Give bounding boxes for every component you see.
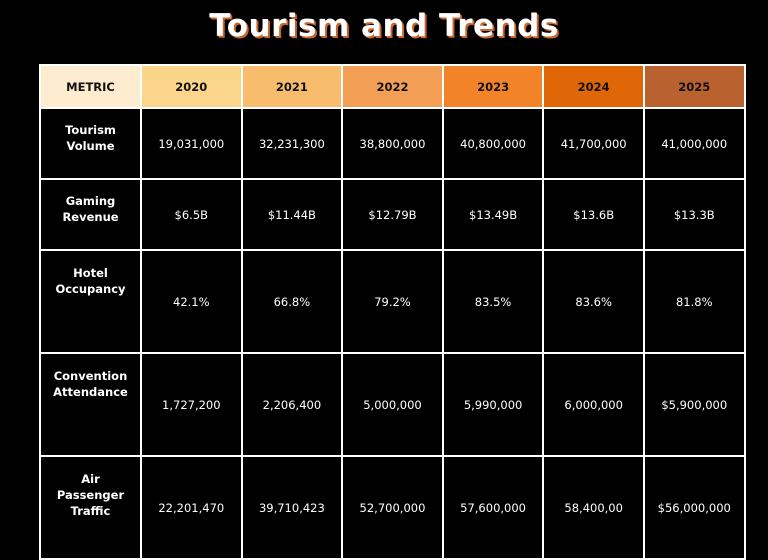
table-row: Convention Attendance 1,727,200 2,206,40… [39, 352, 746, 457]
table-cell: $13.49B [441, 178, 545, 251]
table-cell: 66.8% [240, 249, 344, 354]
table-cell: 41,700,000 [542, 107, 645, 180]
metric-label: Tourism Volume [39, 107, 142, 180]
table-cell: 79.2% [341, 249, 444, 354]
table-cell: 83.5% [441, 249, 545, 354]
table-cell: 6,000,000 [542, 352, 645, 457]
table-cell: $13.6B [542, 178, 645, 251]
table-cell: $13.3B [642, 178, 746, 251]
table-cell: 41,000,000 [642, 107, 746, 180]
table-cell: 22,201,470 [140, 455, 243, 560]
table-cell: $56,000,000 [642, 455, 746, 560]
metric-label: Hotel Occupancy [39, 249, 142, 354]
table-row: Air Passenger Traffic 22,201,470 39,710,… [39, 455, 746, 560]
table-cell: 5,000,000 [341, 352, 444, 457]
table-cell: 42.1% [140, 249, 243, 354]
table-cell: 19,031,000 [140, 107, 243, 180]
table-cell: 38,800,000 [341, 107, 444, 180]
metric-label: Air Passenger Traffic [39, 455, 142, 560]
metric-label-text: Gaming Revenue [62, 194, 119, 224]
header-metric: METRIC [39, 64, 142, 109]
table-row: Tourism Volume 19,031,000 32,231,300 38,… [39, 107, 746, 180]
table-cell: 32,231,300 [240, 107, 344, 180]
table-cell: $11.44B [240, 178, 344, 251]
table-cell: 39,710,423 [240, 455, 344, 560]
metric-label-text: Air Passenger Traffic [56, 472, 125, 518]
metric-label: Convention Attendance [39, 352, 142, 457]
table-cell: 2,206,400 [240, 352, 344, 457]
table-cell: 1,727,200 [140, 352, 243, 457]
table-cell: 83.6% [542, 249, 645, 354]
page-title: Tourism and Trends [209, 8, 559, 44]
table-cell: 58,400,00 [542, 455, 645, 560]
table-header-row: METRIC 2020 2021 2022 2023 2024 2025 [39, 64, 746, 109]
metric-label-text: Convention Attendance [53, 369, 128, 399]
metric-label: Gaming Revenue [39, 178, 142, 251]
table-cell: 57,600,000 [441, 455, 545, 560]
table-cell: $6.5B [140, 178, 243, 251]
header-year-2023: 2023 [441, 64, 545, 109]
header-year-2021: 2021 [240, 64, 344, 109]
table-cell: 5,990,000 [441, 352, 545, 457]
tourism-trends-table: METRIC 2020 2021 2022 2023 2024 2025 Tou… [39, 64, 746, 560]
table-cell: $5,900,000 [642, 352, 746, 457]
metric-label-text: Hotel Occupancy [55, 266, 126, 296]
header-year-2020: 2020 [140, 64, 243, 109]
table-cell: $12.79B [341, 178, 444, 251]
metric-label-text: Tourism Volume [65, 123, 116, 153]
table-cell: 52,700,000 [341, 455, 444, 560]
table-row: Hotel Occupancy 42.1% 66.8% 79.2% 83.5% … [39, 249, 746, 354]
header-year-2022: 2022 [341, 64, 444, 109]
table-row: Gaming Revenue $6.5B $11.44B $12.79B $13… [39, 178, 746, 251]
table-cell: 81.8% [642, 249, 746, 354]
table-cell: 40,800,000 [441, 107, 545, 180]
header-year-2025: 2025 [642, 64, 746, 109]
header-year-2024: 2024 [542, 64, 645, 109]
